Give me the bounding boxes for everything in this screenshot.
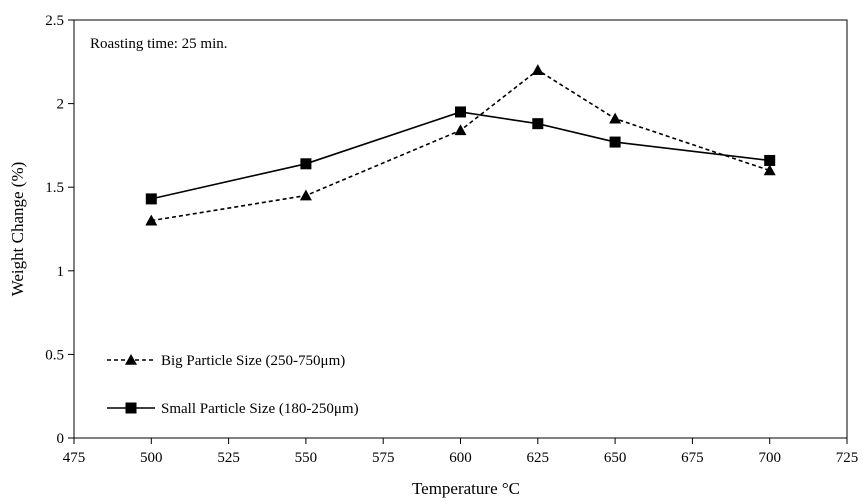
x-tick-label: 625 (527, 450, 550, 466)
series-layer (145, 64, 776, 226)
data-point-marker (455, 106, 466, 118)
x-axis-ticks: 475 500 525 550 575 600 625 650 675 700 725 (63, 438, 859, 466)
data-point-marker (531, 64, 544, 75)
data-point-marker (145, 214, 158, 226)
series-big-particle (145, 64, 776, 226)
y-axis-title: Weight Change (%) (8, 162, 27, 297)
y-tick-label: 1 (57, 264, 65, 280)
x-tick-label: 725 (836, 450, 859, 466)
plot-frame (73, 19, 848, 439)
y-tick-label: 0.5 (45, 347, 64, 363)
x-tick-label: 650 (604, 450, 627, 466)
legend-label: Small Particle Size (180-250μm) (161, 401, 359, 417)
legend-marker (125, 354, 137, 365)
plot-border (73, 19, 848, 439)
legend: Big Particle Size (250-750μm) Small Parti… (107, 353, 359, 417)
data-point-marker (609, 112, 622, 124)
y-tick-label: 1.5 (45, 180, 64, 196)
data-point-marker (145, 193, 157, 205)
y-tick-label: 2.5 (45, 13, 64, 29)
roasting-time-annotation: Roasting time: 25 min. (90, 36, 228, 52)
x-tick-label: 600 (449, 450, 472, 466)
x-tick-label: 575 (372, 450, 395, 466)
x-tick-label: 675 (681, 450, 704, 466)
legend-label: Big Particle Size (250-750μm) (161, 353, 345, 369)
x-tick-label: 500 (140, 450, 163, 466)
series-small-particle (145, 106, 776, 205)
series-line (151, 111, 770, 200)
data-point-marker (299, 189, 312, 201)
data-point-marker (532, 118, 544, 130)
data-point-marker (300, 158, 312, 170)
y-axis-ticks: 0 0.5 1 1.5 2 2.5 (45, 13, 74, 447)
legend-marker (125, 402, 137, 414)
x-tick-label: 525 (217, 450, 240, 466)
data-point-marker (763, 164, 776, 176)
data-point-marker (764, 154, 776, 166)
series-line (151, 69, 770, 222)
x-tick-label: 475 (63, 450, 86, 466)
y-tick-label: 2 (57, 97, 65, 113)
x-tick-label: 700 (758, 450, 781, 466)
y-tick-label: 0 (57, 431, 65, 447)
data-point-marker (609, 136, 621, 148)
x-axis-title: Temperature °C (412, 479, 520, 498)
data-point-marker (454, 124, 467, 136)
x-tick-label: 550 (295, 450, 318, 466)
